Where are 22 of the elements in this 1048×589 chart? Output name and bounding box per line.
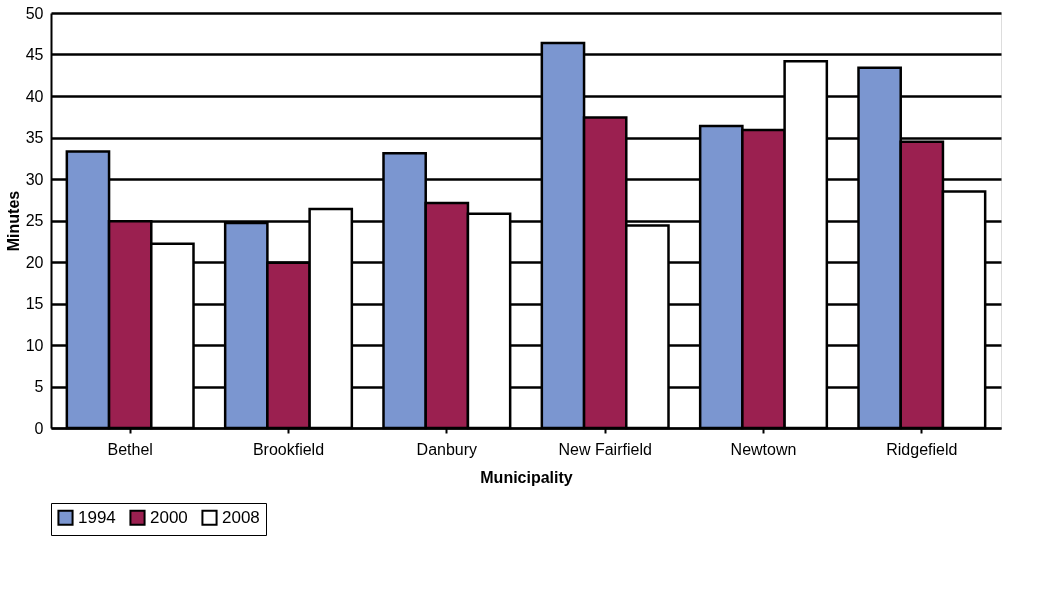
y-tick-label: 10 <box>25 336 44 354</box>
y-tick-label: 5 <box>34 378 44 395</box>
x-tick-label: Bethel <box>107 440 153 458</box>
y-tick-label: 15 <box>25 295 44 312</box>
legend-label: 2008 <box>222 507 260 527</box>
legend-label: 1994 <box>78 507 116 527</box>
x-tick-label: Danbury <box>416 440 478 458</box>
y-tick-label: 20 <box>25 253 44 271</box>
y-tick-label: 30 <box>25 170 44 188</box>
y-tick-label: 50 <box>25 4 44 22</box>
y-tick-label: 25 <box>25 212 44 229</box>
y-tick-label: 35 <box>25 129 44 146</box>
x-tick-label: Newtown <box>730 440 797 458</box>
y-tick-label: 45 <box>25 46 44 63</box>
y-axis-title: Minutes <box>4 190 22 252</box>
legend-label: 2000 <box>150 507 188 527</box>
y-tick-label: 0 <box>34 419 44 437</box>
y-tick-label: 40 <box>25 87 44 105</box>
x-tick-label: New Fairfield <box>558 440 652 458</box>
x-axis-title: Municipality <box>480 468 573 486</box>
x-tick-label: Ridgefield <box>886 440 958 458</box>
x-tick-label: Brookfield <box>252 440 325 458</box>
